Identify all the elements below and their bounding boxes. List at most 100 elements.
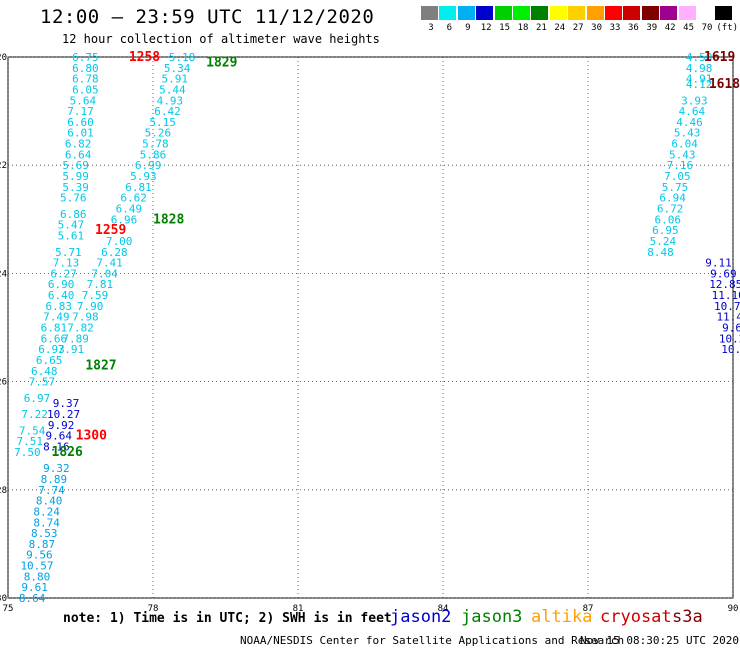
chart-subtitle: 12 hour collection of altimeter wave hei… bbox=[62, 32, 380, 46]
data-label: 5.86 bbox=[140, 148, 167, 161]
data-label: 10.27 bbox=[47, 408, 80, 421]
time-label: 1829 bbox=[206, 55, 237, 70]
data-label: 8.74 bbox=[33, 516, 60, 529]
scale-swatch bbox=[494, 6, 512, 20]
data-label: 5.34 bbox=[164, 62, 191, 75]
x-tick-label: 75 bbox=[3, 604, 14, 614]
x-tick-label: 84 bbox=[438, 604, 449, 614]
data-label: 5.91 bbox=[162, 73, 189, 86]
scale-swatch bbox=[697, 6, 714, 20]
data-label: 6.95 bbox=[652, 224, 679, 237]
scale-swatch bbox=[439, 6, 457, 20]
data-label: 6.42 bbox=[154, 105, 181, 118]
satellite-cryosat: cryosat bbox=[600, 607, 672, 627]
data-label: 11.40 bbox=[716, 311, 740, 324]
data-label: 6.27 bbox=[50, 267, 77, 280]
y-tick-label: -26 bbox=[0, 378, 7, 388]
time-label: 1258 bbox=[129, 50, 160, 65]
data-label: 9.60 bbox=[722, 322, 740, 335]
data-label: 6.40 bbox=[48, 289, 75, 302]
data-label: 6.65 bbox=[36, 354, 63, 367]
data-label: 8.48 bbox=[647, 246, 674, 259]
data-label: 5.99 bbox=[62, 170, 89, 183]
data-label: 4.64 bbox=[679, 105, 706, 118]
data-label: 6.81 bbox=[125, 181, 152, 194]
data-label: 8.64 bbox=[19, 592, 46, 605]
data-label: 6.94 bbox=[659, 192, 686, 205]
data-label: 9.11 bbox=[705, 257, 732, 270]
data-label: 6.86 bbox=[60, 208, 87, 221]
data-label: 7.54 bbox=[19, 424, 46, 437]
chart-title: 12:00 – 23:59 UTC 11/12/2020 bbox=[40, 6, 375, 28]
data-label: 6.66 bbox=[41, 332, 68, 345]
data-label: 6.72 bbox=[657, 202, 684, 215]
data-label: 6.97 bbox=[24, 392, 51, 405]
data-label: 6.81 bbox=[41, 322, 68, 335]
data-label: 6.80 bbox=[72, 62, 99, 75]
data-label: 7.41 bbox=[96, 257, 123, 270]
data-label: 5.26 bbox=[145, 127, 172, 140]
footer-note: note: 1) Time is in UTC; 2) SWH is in fe… bbox=[63, 611, 392, 626]
data-label: 5.61 bbox=[58, 230, 85, 243]
data-label: 4.93 bbox=[157, 94, 184, 107]
data-label: 4.98 bbox=[686, 62, 713, 75]
scale-swatch bbox=[549, 6, 567, 20]
data-label: 5.18 bbox=[169, 51, 196, 64]
scale-label: 70 bbox=[701, 23, 713, 33]
data-label: 7.82 bbox=[67, 322, 94, 335]
scale-swatch bbox=[623, 6, 641, 20]
data-label: 5.39 bbox=[62, 181, 89, 194]
data-label: 6.04 bbox=[671, 138, 698, 151]
data-label: 6.48 bbox=[31, 365, 58, 378]
data-label: 8.87 bbox=[29, 538, 56, 551]
data-label: 7.59 bbox=[82, 289, 109, 302]
scale-label: 3 bbox=[428, 23, 434, 33]
data-label: 4.46 bbox=[676, 116, 703, 129]
scale-swatch bbox=[513, 6, 530, 20]
data-label: 7.16 bbox=[667, 159, 694, 172]
data-label: 9.69 bbox=[710, 267, 737, 280]
data-label: 6.62 bbox=[120, 192, 147, 205]
data-label: 6.75 bbox=[72, 51, 99, 64]
scale-label: 45 bbox=[683, 23, 695, 33]
data-label: 6.06 bbox=[655, 213, 682, 226]
data-label: 6.01 bbox=[67, 127, 94, 140]
data-label: 9.61 bbox=[21, 581, 48, 594]
data-label: 6.82 bbox=[65, 138, 92, 151]
scale-swatch bbox=[531, 6, 549, 20]
data-label: 7.04 bbox=[91, 267, 118, 280]
time-label: 1828 bbox=[153, 212, 184, 227]
credit-timestamp: Nov 15 08:30:25 UTC 2020 bbox=[580, 634, 739, 647]
scale-swatch bbox=[568, 6, 586, 20]
data-label: 10.57 bbox=[20, 560, 53, 573]
time-label: 1618 bbox=[709, 77, 740, 92]
data-label: 7.74 bbox=[38, 484, 65, 497]
scale-swatch bbox=[457, 6, 475, 20]
satellite-jason3: jason3 bbox=[461, 607, 523, 627]
satellite-s3a: s3a bbox=[672, 607, 703, 627]
data-label: 10.20 bbox=[719, 332, 740, 345]
y-tick-label: -20 bbox=[0, 53, 7, 63]
data-label: 5.71 bbox=[55, 246, 82, 259]
data-label: 12.85 bbox=[709, 278, 740, 291]
data-label: 7.81 bbox=[87, 278, 114, 291]
x-tick-label: 87 bbox=[583, 604, 594, 614]
satellite-altika: altika bbox=[531, 607, 593, 627]
data-label: 6.05 bbox=[72, 83, 99, 96]
data-label: 9.64 bbox=[46, 430, 73, 443]
data-label: 4.91 bbox=[686, 73, 713, 86]
plot-frame bbox=[7, 56, 734, 599]
data-label: 8.89 bbox=[41, 473, 68, 486]
scale-label: 18 bbox=[517, 23, 529, 33]
scale-label: 39 bbox=[646, 23, 658, 33]
data-label: 7.91 bbox=[58, 343, 85, 356]
x-tick-label: 90 bbox=[728, 604, 739, 614]
data-label: 5.44 bbox=[159, 83, 186, 96]
scale-swatch bbox=[605, 6, 622, 20]
data-label: 6.60 bbox=[67, 116, 94, 129]
time-label: 1827 bbox=[85, 358, 116, 373]
data-label: 9.56 bbox=[26, 549, 53, 562]
scale-swatch bbox=[678, 6, 696, 20]
data-label: 5.69 bbox=[62, 159, 89, 172]
